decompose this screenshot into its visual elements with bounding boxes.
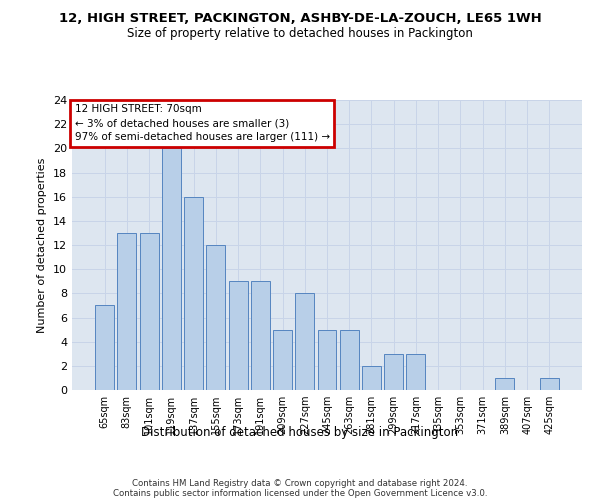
Text: Size of property relative to detached houses in Packington: Size of property relative to detached ho… — [127, 28, 473, 40]
Bar — [406, 354, 425, 390]
Bar — [362, 366, 381, 390]
Bar — [251, 281, 270, 390]
Bar — [273, 330, 292, 390]
Bar — [295, 294, 314, 390]
Bar — [140, 233, 158, 390]
Y-axis label: Number of detached properties: Number of detached properties — [37, 158, 47, 332]
Bar — [118, 233, 136, 390]
Text: Distribution of detached houses by size in Packington: Distribution of detached houses by size … — [142, 426, 458, 439]
Bar — [317, 330, 337, 390]
Text: Contains public sector information licensed under the Open Government Licence v3: Contains public sector information licen… — [113, 488, 487, 498]
Bar — [184, 196, 203, 390]
Bar — [496, 378, 514, 390]
Bar — [384, 354, 403, 390]
Text: Contains HM Land Registry data © Crown copyright and database right 2024.: Contains HM Land Registry data © Crown c… — [132, 478, 468, 488]
Text: 12, HIGH STREET, PACKINGTON, ASHBY-DE-LA-ZOUCH, LE65 1WH: 12, HIGH STREET, PACKINGTON, ASHBY-DE-LA… — [59, 12, 541, 26]
Bar — [540, 378, 559, 390]
Bar — [162, 148, 181, 390]
Text: 12 HIGH STREET: 70sqm
← 3% of detached houses are smaller (3)
97% of semi-detach: 12 HIGH STREET: 70sqm ← 3% of detached h… — [74, 104, 329, 142]
Bar — [206, 245, 225, 390]
Bar — [229, 281, 248, 390]
Bar — [340, 330, 359, 390]
Bar — [95, 306, 114, 390]
